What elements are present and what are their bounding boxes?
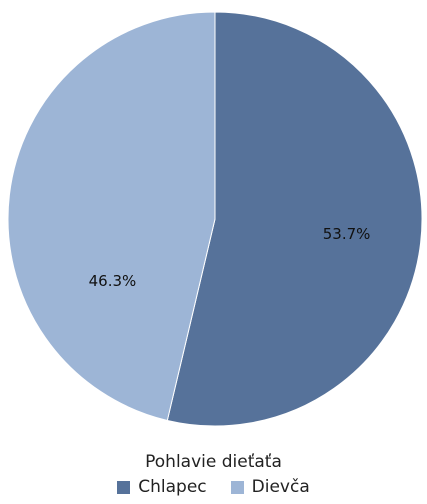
pie-slice-dievča: [7, 11, 216, 422]
legend-swatch-chlapec: [117, 480, 131, 494]
legend-title: Pohlavie dieťaťa: [145, 452, 282, 472]
pie-slices: [7, 11, 423, 427]
pie-slice-chlapec: [166, 11, 423, 427]
pie-slice-labels: 53.7% 46.3%: [89, 225, 371, 290]
legend-label-dievca: Dievča: [251, 477, 310, 497]
legend-swatch-dievca: [230, 480, 244, 494]
legend-item-chlapec: Chlapec: [117, 477, 207, 497]
legend-label-chlapec: Chlapec: [138, 477, 207, 497]
slice-label-dievča: 46.3%: [89, 272, 137, 290]
legend-item-dievca: Dievča: [230, 477, 310, 497]
slice-label-chlapec: 53.7%: [323, 225, 371, 243]
legend: Chlapec Dievča: [0, 477, 427, 497]
